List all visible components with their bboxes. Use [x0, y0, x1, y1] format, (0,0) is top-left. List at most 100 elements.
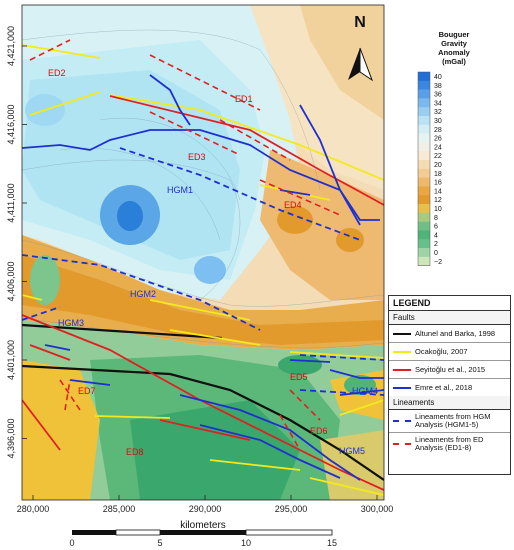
colorbar-label: 10 [434, 206, 442, 213]
legend-item: Lineaments from HGM Analysis (HGM1-5) [389, 410, 510, 433]
colorbar-label: 26 [434, 136, 442, 143]
colorbar-cell [418, 98, 430, 108]
legend-item-label: Ocakoğlu, 2007 [415, 346, 468, 356]
x-tick-label: 290,000 [189, 504, 222, 514]
legend-faults-header: Faults [389, 311, 510, 325]
x-tick-label: 280,000 [17, 504, 50, 514]
scale-tick-label: 5 [157, 538, 162, 548]
colorbar-label: 12 [434, 197, 442, 204]
colorbar-cell [418, 107, 430, 117]
colorbar-cell [418, 151, 430, 161]
y-tick-label: 4,416,000 [6, 104, 16, 144]
legend-item-label: Seyitoğlu et al., 2015 [415, 364, 486, 374]
legend-item-label: Lineaments from ED Analysis (ED1-8) [415, 435, 484, 452]
colorbar-label: 40 [434, 74, 442, 81]
colorbar-title: Bouguer Gravity Anomaly (mGal) [398, 30, 510, 66]
gravity-anomaly-surface [22, 5, 384, 500]
colorbar-label: 18 [434, 171, 442, 178]
north-letter: N [354, 14, 366, 31]
colorbar-label: 28 [434, 127, 442, 134]
colorbar-label: 2 [434, 241, 438, 248]
colorbar-cell [418, 230, 430, 240]
label-ed2: ED2 [48, 68, 66, 78]
legend-swatch [393, 350, 411, 353]
label-ed8: ED8 [126, 447, 144, 457]
colorbar-cell [418, 212, 430, 222]
colorbar-label: 38 [434, 83, 442, 90]
scale-tick-label: 15 [327, 538, 337, 548]
label-ed5: ED5 [290, 372, 308, 382]
y-tick-label: 4,406,000 [6, 261, 16, 301]
colorbar-label: 8 [434, 215, 438, 222]
colorbar-label: 4 [434, 232, 438, 239]
x-tick-label: 300,000 [361, 504, 394, 514]
colorbar-title-line: Bouguer [438, 30, 470, 39]
legend-item-label: Altunel and Barka, 1998 [415, 328, 496, 338]
label-hgm3: HGM3 [58, 318, 84, 328]
colorbar-cell [418, 124, 430, 134]
legend-lineaments-header: Lineaments [389, 396, 510, 410]
colorbar-cell [418, 72, 430, 82]
colorbar-cell [418, 89, 430, 99]
legend-panel: LEGEND Faults Altunel and Barka, 1998 Oca… [388, 295, 511, 475]
colorbar-cell [418, 204, 430, 214]
colorbar-cell [418, 133, 430, 143]
colorbar-label: 34 [434, 100, 442, 107]
legend-swatch [393, 332, 411, 335]
x-axis-title: kilometers [180, 520, 226, 531]
scale-tick-label: 0 [69, 538, 74, 548]
scale-bar: 0 5 10 15 [69, 529, 337, 548]
y-axis-ticks: 4,421,000 4,416,000 4,411,000 4,406,000 4,40… [6, 26, 27, 459]
legend-swatch [393, 443, 411, 445]
label-ed7: ED7 [78, 386, 96, 396]
label-hgm4: HGM4 [352, 386, 378, 396]
colorbar-label: 0 [434, 250, 438, 257]
legend-item-label: Lineaments from HGM Analysis (HGM1-5) [415, 412, 491, 429]
label-ed6: ED6 [310, 426, 328, 436]
colorbar-label: 16 [434, 180, 442, 187]
colorbar-cell [418, 256, 430, 266]
y-tick-label: 4,421,000 [6, 26, 16, 66]
label-hgm2: HGM2 [130, 289, 156, 299]
legend-item: Seyitoğlu et al., 2015 [389, 361, 510, 379]
north-arrow-icon: N [348, 14, 374, 82]
colorbar-cell [418, 239, 430, 249]
colorbar-label: 30 [434, 118, 442, 125]
colorbar-cell [418, 195, 430, 205]
scale-tick-label: 10 [241, 538, 251, 548]
colorbar-cell [418, 168, 430, 178]
colorbar-label: 32 [434, 109, 442, 116]
colorbar-title-line: Anomaly [438, 48, 470, 57]
x-axis-ticks: 280,000 285,000 290,000 295,000 300,000 [17, 495, 394, 514]
label-ed3: ED3 [188, 152, 206, 162]
label-ed1: ED1 [235, 94, 253, 104]
colorbar-cell [418, 221, 430, 231]
legend-title: LEGEND [389, 296, 510, 311]
legend-swatch [393, 368, 411, 371]
colorbar-label: −2 [434, 259, 442, 266]
x-tick-label: 295,000 [275, 504, 308, 514]
legend-item: Altunel and Barka, 1998 [389, 325, 510, 343]
label-hgm1: HGM1 [167, 185, 193, 195]
label-ed4: ED4 [284, 200, 302, 210]
colorbar-cell [418, 186, 430, 196]
legend-swatch [393, 420, 411, 422]
colorbar-label: 36 [434, 92, 442, 99]
colorbar-cell [418, 80, 430, 90]
colorbar-cell [418, 160, 430, 170]
colorbar-label: 22 [434, 153, 442, 160]
legend-item-label: Emre et al., 2018 [415, 382, 473, 392]
colorbar-cell [418, 116, 430, 126]
colorbar-label: 24 [434, 144, 442, 151]
colorbar-cell [418, 142, 430, 152]
legend-item: Ocakoğlu, 2007 [389, 343, 510, 361]
colorbar-label: 14 [434, 188, 442, 195]
colorbar-cell [418, 248, 430, 258]
colorbar-title-line: Gravity [441, 39, 467, 48]
label-hgm5: HGM5 [339, 446, 365, 456]
y-tick-label: 4,411,000 [6, 183, 16, 222]
y-tick-label: 4,401,000 [6, 340, 16, 380]
colorbar-label: 20 [434, 162, 442, 169]
